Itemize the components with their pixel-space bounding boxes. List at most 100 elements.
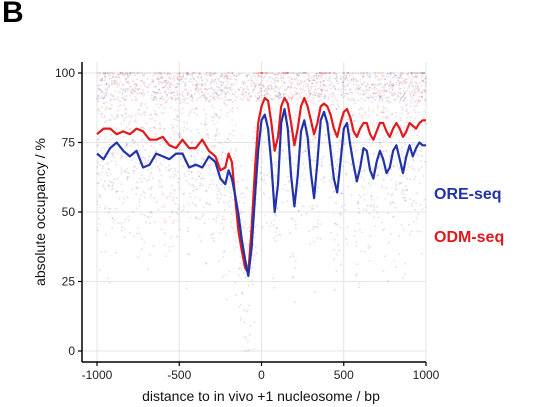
scatter-point-1-72 (310, 99, 313, 102)
scatter-point-1-1189 (386, 145, 389, 148)
scatter-point-1-366 (103, 137, 106, 140)
scatter-point-1-448 (156, 78, 159, 81)
scatter-point-1-184 (178, 72, 181, 74)
scatter-point-0-666 (306, 127, 309, 129)
scatter-point-0-922 (196, 129, 198, 131)
scatter-point-1-480 (183, 88, 186, 91)
scatter-point-0-958 (274, 214, 277, 216)
scatter-point-1-276 (175, 197, 178, 200)
scatter-point-0-1509 (192, 83, 194, 86)
scatter-point-1-1068 (150, 212, 153, 214)
scatter-point-0-1343 (383, 89, 385, 91)
scatter-point-1-1114 (396, 164, 399, 167)
scatter-point-0-192 (246, 73, 249, 76)
scatter-point-1-1254 (410, 95, 412, 98)
scatter-point-1-795 (208, 74, 211, 77)
scatter-point-0-1099 (129, 72, 132, 74)
scatter-point-1-1461 (178, 135, 181, 138)
scatter-point-1-203 (385, 116, 387, 119)
scatter-point-1-95 (405, 90, 408, 92)
scatter-point-0-222 (367, 244, 370, 247)
scatter-point-0-1377 (116, 96, 119, 99)
scatter-point-1-1086 (382, 106, 385, 109)
scatter-point-1-894 (392, 215, 395, 218)
legend-odm-seq: ODM-seq (434, 229, 504, 246)
scatter-point-0-7 (152, 91, 155, 93)
scatter-point-1-1061 (120, 167, 123, 169)
scatter-point-1-590 (280, 72, 283, 74)
scatter-point-0-398 (408, 223, 410, 226)
scatter-point-1-705 (322, 72, 324, 74)
scatter-point-1-161 (383, 135, 386, 138)
scatter-point-0-1344 (200, 79, 203, 81)
x-tick-label-1: -500 (167, 368, 191, 382)
scatter-point-0-1166 (182, 76, 185, 78)
scatter-point-1-1504 (311, 160, 313, 162)
scatter-point-1-1046 (390, 179, 393, 181)
scatter-point-0-1267 (412, 85, 414, 88)
scatter-point-1-978 (236, 75, 238, 77)
scatter-point-1-170 (314, 137, 316, 140)
scatter-point-0-351 (115, 76, 117, 79)
scatter-point-1-684 (260, 72, 262, 74)
scatter-point-1-1218 (259, 188, 261, 191)
scatter-point-0-1130 (225, 73, 227, 76)
scatter-point-0-1537 (275, 215, 278, 217)
scatter-point-1-291 (320, 223, 322, 226)
scatter-point-1-1146 (286, 72, 289, 74)
scatter-point-1-1236 (264, 72, 267, 74)
scatter-point-0-1004 (107, 86, 109, 89)
scatter-point-0-1003 (234, 153, 236, 156)
scatter-point-1-807 (100, 149, 103, 152)
scatter-point-0-1203 (391, 193, 394, 195)
scatter-point-0-1568 (334, 222, 336, 225)
scatter-point-1-1287 (352, 99, 355, 101)
scatter-point-0-674 (147, 178, 150, 181)
scatter-point-1-1304 (419, 72, 421, 74)
scatter-point-0-664 (126, 142, 128, 145)
y-axis-title: absolute occupancy / % (32, 138, 48, 286)
scatter-point-0-1201 (375, 95, 377, 98)
scatter-point-0-133 (368, 212, 371, 215)
scatter-point-1-1166 (293, 125, 296, 127)
scatter-point-1-450 (150, 97, 153, 100)
scatter-point-0-1022 (340, 212, 343, 215)
scatter-point-1-1545 (336, 108, 339, 110)
scatter-point-1-319 (165, 143, 168, 146)
scatter-point-1-1268 (287, 97, 290, 99)
scatter-point-0-1522 (181, 93, 184, 96)
scatter-point-0-1286 (111, 217, 114, 220)
scatter-point-0-8 (220, 109, 222, 111)
scatter-point-1-1205 (197, 82, 199, 84)
scatter-point-0-936 (221, 194, 223, 196)
scatter-point-1-1345 (108, 72, 111, 74)
scatter-point-1-567 (173, 91, 176, 94)
scatter-point-1-1279 (187, 203, 190, 206)
scatter-point-1-91 (230, 213, 233, 216)
scatter-point-0-932 (243, 321, 246, 324)
scatter-point-0-1323 (203, 108, 206, 111)
scatter-point-1-940 (163, 107, 166, 109)
scatter-point-1-948 (111, 72, 114, 74)
scatter-point-0-742 (335, 108, 338, 111)
scatter-point-0-656 (337, 82, 340, 85)
scatter-point-0-1113 (110, 133, 113, 136)
scatter-point-0-156 (169, 72, 172, 75)
scatter-point-1-1421 (403, 93, 405, 96)
scatter-point-1-984 (208, 72, 210, 74)
scatter-point-0-623 (302, 72, 305, 74)
scatter-point-1-399 (387, 117, 390, 120)
scatter-point-1-1420 (422, 175, 425, 177)
scatter-point-0-1226 (282, 92, 285, 95)
scatter-point-1-1494 (126, 80, 129, 83)
scatter-point-0-131 (231, 92, 234, 95)
scatter-point-1-1262 (280, 96, 283, 99)
scatter-point-1-747 (210, 72, 213, 74)
scatter-point-1-1281 (328, 72, 331, 74)
scatter-point-0-918 (130, 85, 132, 88)
scatter-point-0-754 (135, 181, 138, 184)
scatter-point-1-702 (127, 123, 130, 125)
scatter-point-0-1471 (361, 75, 364, 78)
scatter-point-1-991 (402, 175, 405, 178)
